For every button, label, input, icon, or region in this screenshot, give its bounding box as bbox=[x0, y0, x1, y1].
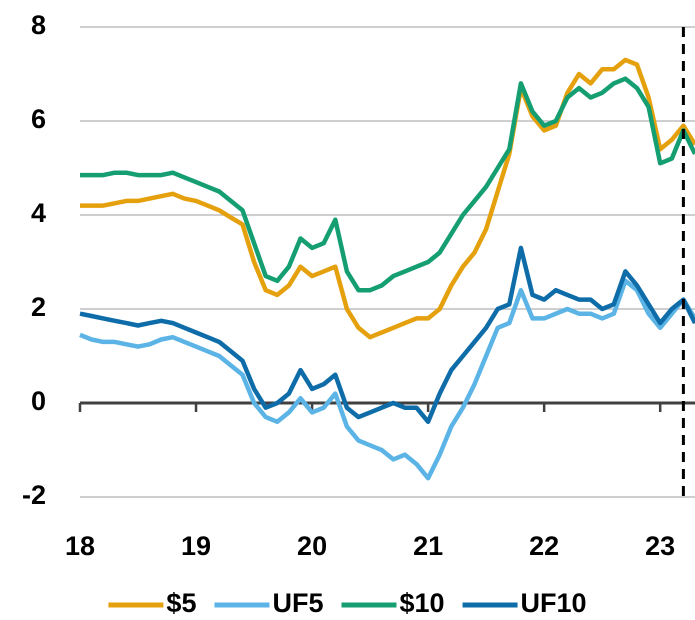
y-tick-label: 4 bbox=[31, 198, 46, 228]
y-tick-label: -2 bbox=[22, 480, 46, 510]
y-tick-label: 2 bbox=[31, 292, 46, 322]
legend-label: $10 bbox=[399, 588, 444, 618]
series-line bbox=[80, 57, 695, 340]
x-tick-label: 19 bbox=[181, 531, 211, 561]
y-tick-label: 8 bbox=[31, 10, 46, 40]
legend-label: $5 bbox=[166, 588, 196, 618]
series-line bbox=[79, 245, 695, 425]
y-tick-label: 6 bbox=[31, 104, 46, 134]
legend-label: UF10 bbox=[521, 588, 587, 618]
series-line bbox=[80, 76, 695, 293]
x-tick-label: 22 bbox=[529, 531, 559, 561]
series-line bbox=[79, 278, 695, 481]
y-tick-label: 0 bbox=[31, 386, 46, 416]
x-tick-label: 20 bbox=[297, 531, 327, 561]
x-tick-label: 23 bbox=[645, 531, 675, 561]
x-tick-label: 18 bbox=[65, 531, 95, 561]
x-tick-label: 21 bbox=[413, 531, 443, 561]
legend: $5 UF5 $10 UF10 bbox=[108, 588, 587, 618]
legend-label: UF5 bbox=[272, 588, 323, 618]
